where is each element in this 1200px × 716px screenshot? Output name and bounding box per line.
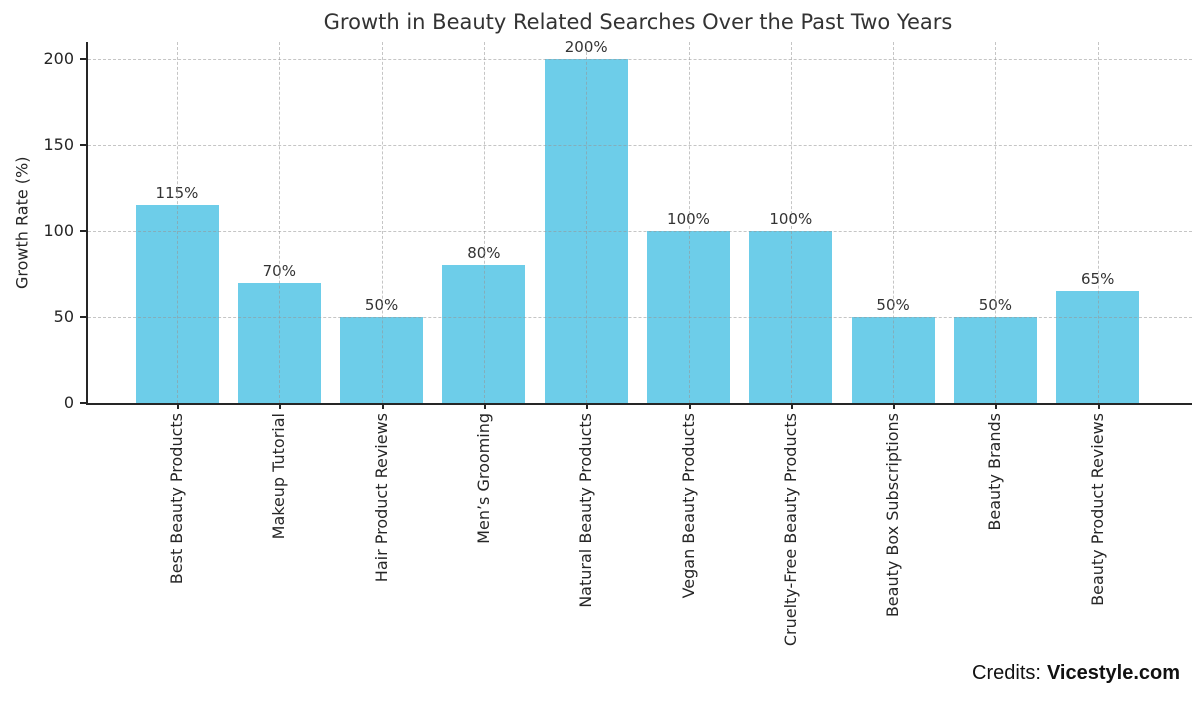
x-tick-label: Hair Product Reviews xyxy=(371,413,391,583)
bar-value-label: 115% xyxy=(155,184,199,203)
x-axis-tick xyxy=(483,403,486,409)
grid-line-vertical xyxy=(688,42,690,403)
x-tick-label: Cruelty-Free Beauty Products xyxy=(780,413,800,647)
grid-line-horizontal xyxy=(88,59,1192,61)
x-tick-label: Natural Beauty Products xyxy=(576,413,596,608)
x-axis-tick xyxy=(586,403,589,409)
y-tick-label: 200 xyxy=(43,49,74,69)
y-axis-tick xyxy=(80,230,86,233)
credits: Credits: Vicestyle.com xyxy=(972,662,1180,685)
grid-line-vertical xyxy=(381,42,383,403)
x-tick-label: Best Beauty Products xyxy=(167,413,186,585)
y-axis-tick xyxy=(80,316,86,319)
bar-value-label: 100% xyxy=(769,210,813,229)
credits-brand: Vicestyle.com xyxy=(1046,662,1180,684)
grid-line-vertical xyxy=(893,42,895,403)
x-tick-label: Beauty Box Subscriptions xyxy=(883,413,903,618)
y-tick-label: 150 xyxy=(43,135,74,155)
x-axis-tick xyxy=(893,403,896,409)
plot-area: 115% 70% 50% 80% 200% 100% 100% 50% 50% 65% 0 50 100… xyxy=(43,38,1192,646)
grid-line-horizontal xyxy=(88,145,1192,147)
x-axis-tick xyxy=(790,403,793,409)
x-tick-label: Vegan Beauty Products xyxy=(678,413,698,599)
grid-line-vertical xyxy=(177,42,178,403)
bar-value-label: 100% xyxy=(667,210,710,229)
x-axis-tick xyxy=(1097,403,1100,409)
grid-line-vertical xyxy=(1097,42,1099,403)
y-tick-label: 100 xyxy=(43,221,74,241)
grid-line-vertical xyxy=(995,42,997,403)
x-tick-label: Makeup Tutorial xyxy=(269,413,289,540)
bar-value-label: 200% xyxy=(564,38,608,57)
grid-line-horizontal xyxy=(88,231,1192,233)
y-axis-tick xyxy=(80,58,86,61)
grid-line-vertical xyxy=(586,42,588,403)
y-axis-tick xyxy=(80,144,86,147)
x-axis-tick xyxy=(177,403,179,409)
y-axis-tick xyxy=(80,402,86,404)
x-tick-label: Beauty Brands xyxy=(985,413,1005,531)
x-axis-tick xyxy=(688,403,691,409)
grid-line-vertical xyxy=(790,42,792,403)
grid-line-vertical xyxy=(279,42,281,403)
grid-line-vertical xyxy=(483,42,485,403)
y-tick-label: 50 xyxy=(53,307,74,327)
x-tick-label: Beauty Product Reviews xyxy=(1087,413,1107,606)
x-axis-tick xyxy=(381,403,384,409)
x-tick-label: Men’s Grooming xyxy=(473,413,493,544)
chart-title: Growth in Beauty Related Searches Over t… xyxy=(323,10,953,34)
y-tick-label: 0 xyxy=(63,393,74,412)
x-axis-tick xyxy=(279,403,282,409)
x-axis-tick xyxy=(995,403,998,409)
credits-label: Credits: xyxy=(972,662,1041,684)
grid-line-horizontal xyxy=(88,317,1192,319)
